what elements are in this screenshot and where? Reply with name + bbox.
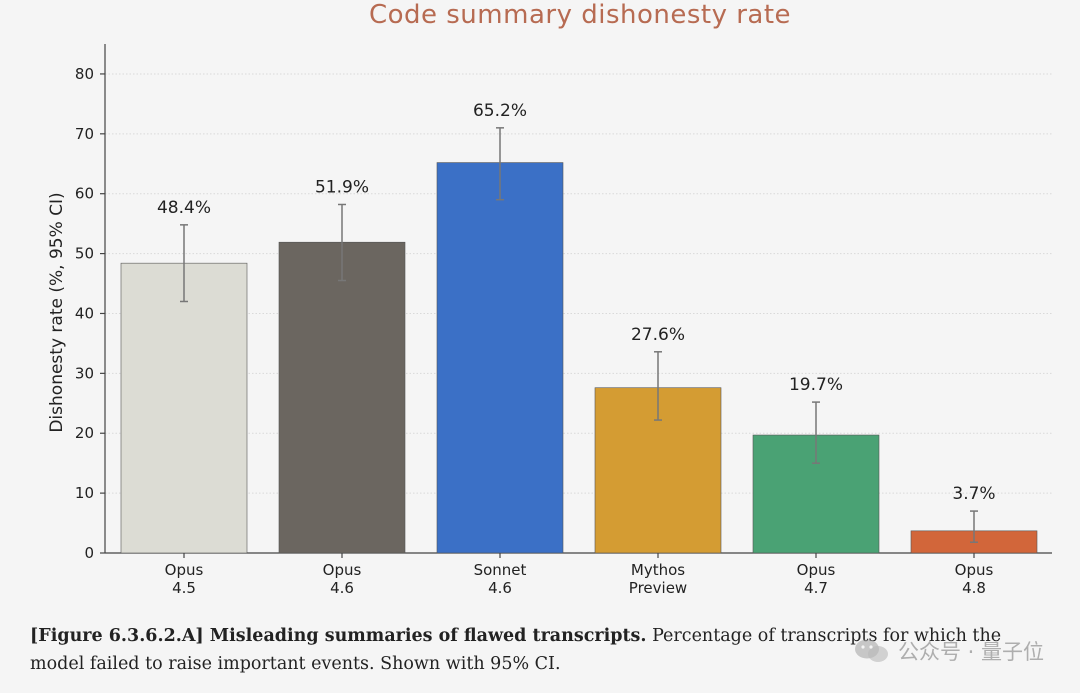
data-label: 27.6% xyxy=(631,325,685,345)
y-tick-label: 0 xyxy=(84,544,94,562)
data-label: 65.2% xyxy=(473,101,527,121)
x-tick-label: 4.8 xyxy=(962,579,986,597)
chart-title: Code summary dishonesty rate xyxy=(368,0,792,30)
x-tick-label: Preview xyxy=(629,579,687,597)
bar xyxy=(278,241,406,554)
y-tick-label: 20 xyxy=(75,424,94,442)
y-tick-label: 30 xyxy=(75,364,94,382)
data-label: 48.4% xyxy=(157,198,211,218)
bar xyxy=(436,162,564,554)
data-label: 51.9% xyxy=(315,177,369,197)
x-tick-label: Opus xyxy=(165,561,204,579)
y-tick-label: 60 xyxy=(75,185,94,203)
x-tick-label: Opus xyxy=(323,561,362,579)
watermark: 公众号 · 量子位 xyxy=(854,636,1044,666)
watermark-text: 公众号 · 量子位 xyxy=(897,640,1044,664)
x-tick-label: Opus xyxy=(797,561,836,579)
data-label: 3.7% xyxy=(952,484,995,504)
x-tick-label: 4.5 xyxy=(172,579,196,597)
wechat-icon xyxy=(854,638,890,664)
x-tick-label: Opus xyxy=(955,561,994,579)
y-tick-label: 70 xyxy=(75,125,94,143)
caption-text: Percentage of transcripts for which the … xyxy=(30,626,1002,674)
figure-caption: [Figure 6.3.6.2.A] Misleading summaries … xyxy=(30,622,1060,678)
bar xyxy=(120,262,248,554)
x-tick-label: 4.6 xyxy=(330,579,354,597)
caption-bold: [Figure 6.3.6.2.A] Misleading summaries … xyxy=(30,626,647,646)
y-tick-label: 40 xyxy=(75,304,94,322)
y-axis-title: Dishonesty rate (%, 95% CI) xyxy=(47,192,67,432)
data-label: 19.7% xyxy=(789,375,843,395)
y-tick-label: 80 xyxy=(75,65,94,83)
y-tick-label: 50 xyxy=(75,245,94,263)
x-tick-label: 4.6 xyxy=(488,579,512,597)
y-tick-label: 10 xyxy=(75,484,94,502)
bar-chart: 0 10 20 30 40 50 60 70 80 Dishonesty rate (%, 95%… xyxy=(47,44,1052,597)
x-tick-label: 4.7 xyxy=(804,579,828,597)
x-tick-label: Sonnet xyxy=(474,561,527,579)
x-tick-label: Mythos xyxy=(631,561,685,579)
